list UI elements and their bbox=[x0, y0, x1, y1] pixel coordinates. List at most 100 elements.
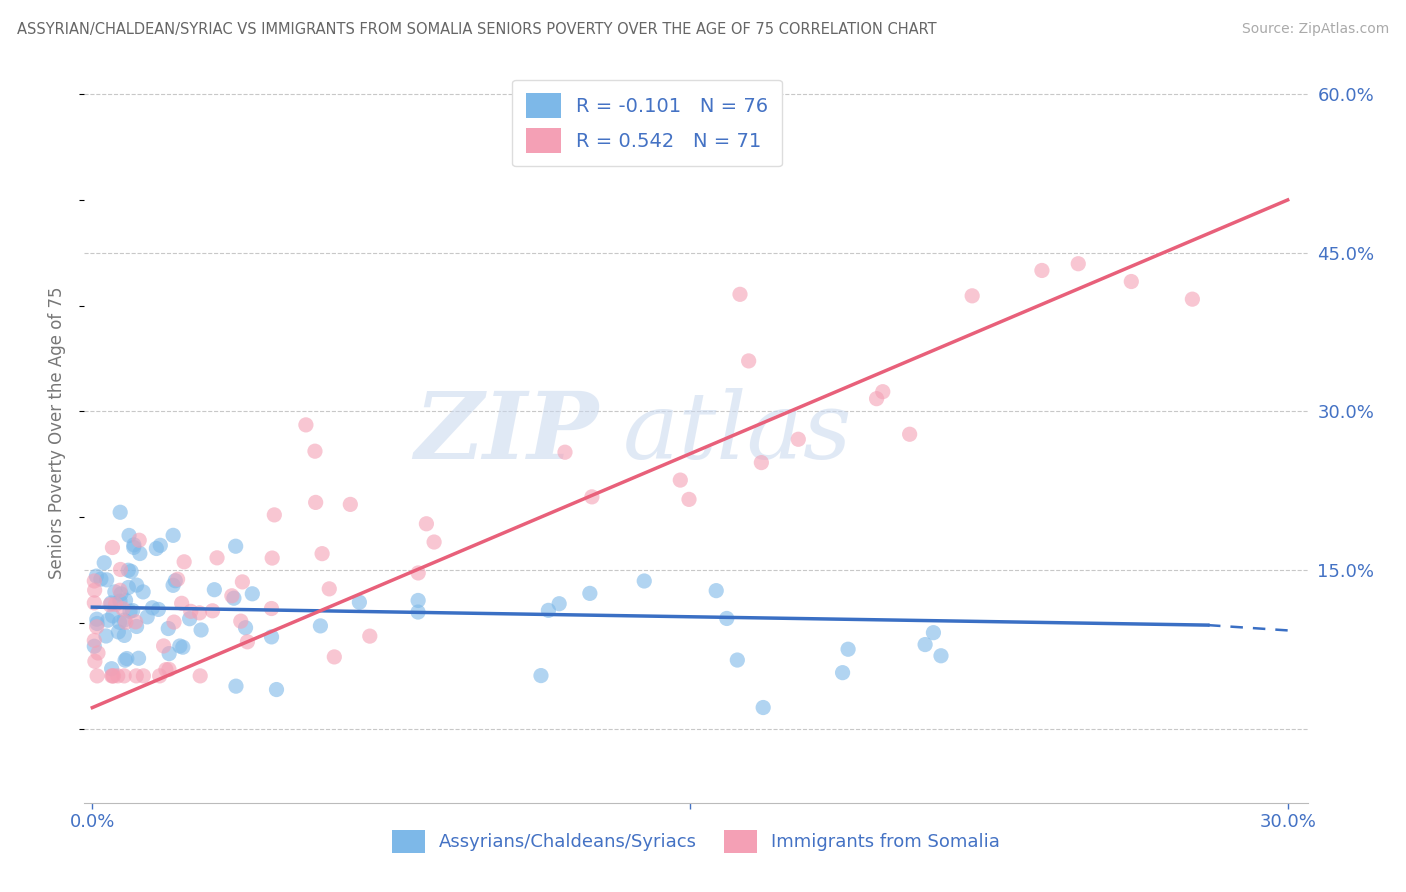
Point bbox=[117, 563, 139, 577]
Point bbox=[406, 566, 429, 580]
Point bbox=[163, 615, 186, 629]
Point bbox=[86, 616, 108, 631]
Point bbox=[737, 354, 759, 368]
Point bbox=[111, 601, 134, 615]
Point bbox=[86, 612, 108, 626]
Point bbox=[97, 613, 120, 627]
Point bbox=[108, 505, 131, 519]
Point bbox=[136, 610, 159, 624]
Point bbox=[1181, 292, 1204, 306]
Point bbox=[225, 539, 247, 553]
Point bbox=[157, 622, 180, 636]
Point bbox=[101, 669, 124, 683]
Point bbox=[960, 289, 983, 303]
Point bbox=[169, 639, 191, 653]
Text: ZIP: ZIP bbox=[413, 388, 598, 477]
Point bbox=[115, 651, 138, 665]
Point bbox=[98, 598, 121, 612]
Point bbox=[236, 635, 259, 649]
Point bbox=[122, 541, 145, 555]
Point bbox=[118, 528, 141, 542]
Point bbox=[101, 669, 124, 683]
Point bbox=[548, 597, 571, 611]
Point bbox=[260, 601, 283, 615]
Point bbox=[93, 556, 115, 570]
Point bbox=[235, 621, 257, 635]
Point bbox=[728, 287, 751, 301]
Point bbox=[149, 669, 172, 683]
Text: atlas: atlas bbox=[623, 388, 852, 477]
Point bbox=[121, 603, 143, 617]
Point bbox=[678, 492, 700, 507]
Point bbox=[295, 417, 318, 432]
Point bbox=[128, 547, 150, 561]
Point bbox=[201, 604, 224, 618]
Point bbox=[94, 629, 117, 643]
Point bbox=[537, 603, 560, 617]
Point bbox=[221, 589, 243, 603]
Point bbox=[114, 615, 136, 630]
Point bbox=[180, 604, 202, 618]
Legend: Assyrians/Chaldeans/Syriacs, Immigrants from Somalia: Assyrians/Chaldeans/Syriacs, Immigrants … bbox=[385, 822, 1007, 861]
Point bbox=[787, 432, 810, 446]
Point bbox=[100, 662, 122, 676]
Point bbox=[96, 573, 118, 587]
Point bbox=[423, 535, 446, 549]
Point bbox=[309, 619, 332, 633]
Point bbox=[725, 653, 748, 667]
Point bbox=[155, 663, 177, 677]
Point bbox=[162, 578, 184, 592]
Point bbox=[114, 653, 136, 667]
Point bbox=[266, 682, 288, 697]
Point bbox=[865, 392, 887, 406]
Point bbox=[225, 679, 247, 693]
Point bbox=[152, 639, 174, 653]
Text: Source: ZipAtlas.com: Source: ZipAtlas.com bbox=[1241, 22, 1389, 37]
Point bbox=[263, 508, 285, 522]
Point bbox=[406, 605, 429, 619]
Y-axis label: Seniors Poverty Over the Age of 75: Seniors Poverty Over the Age of 75 bbox=[48, 286, 66, 579]
Point bbox=[86, 620, 108, 634]
Point bbox=[530, 668, 553, 682]
Point bbox=[110, 587, 132, 601]
Point bbox=[132, 669, 155, 683]
Point bbox=[898, 427, 921, 442]
Point bbox=[107, 669, 129, 683]
Point bbox=[165, 574, 187, 588]
Point bbox=[323, 649, 346, 664]
Point bbox=[83, 574, 105, 588]
Point bbox=[104, 598, 127, 612]
Point bbox=[125, 669, 148, 683]
Point bbox=[260, 630, 283, 644]
Point bbox=[929, 648, 952, 663]
Point bbox=[83, 654, 105, 668]
Point bbox=[108, 594, 131, 608]
Point bbox=[157, 662, 180, 676]
Point bbox=[262, 551, 284, 566]
Point bbox=[704, 583, 727, 598]
Point bbox=[633, 574, 655, 588]
Point bbox=[752, 700, 775, 714]
Point bbox=[114, 593, 136, 607]
Point bbox=[751, 456, 773, 470]
Point bbox=[108, 583, 131, 598]
Point bbox=[87, 646, 110, 660]
Point bbox=[101, 608, 124, 623]
Point bbox=[240, 587, 263, 601]
Point bbox=[120, 565, 142, 579]
Point bbox=[83, 640, 105, 654]
Point bbox=[170, 596, 193, 610]
Text: ASSYRIAN/CHALDEAN/SYRIAC VS IMMIGRANTS FROM SOMALIA SENIORS POVERTY OVER THE AGE: ASSYRIAN/CHALDEAN/SYRIAC VS IMMIGRANTS F… bbox=[17, 22, 936, 37]
Point bbox=[172, 640, 194, 655]
Point bbox=[318, 582, 340, 596]
Point bbox=[112, 628, 135, 642]
Point bbox=[86, 669, 108, 683]
Point bbox=[339, 497, 361, 511]
Point bbox=[125, 619, 148, 633]
Point bbox=[415, 516, 437, 531]
Point bbox=[229, 614, 252, 628]
Point bbox=[716, 611, 738, 625]
Point bbox=[202, 582, 225, 597]
Point bbox=[349, 595, 371, 609]
Point bbox=[1121, 275, 1143, 289]
